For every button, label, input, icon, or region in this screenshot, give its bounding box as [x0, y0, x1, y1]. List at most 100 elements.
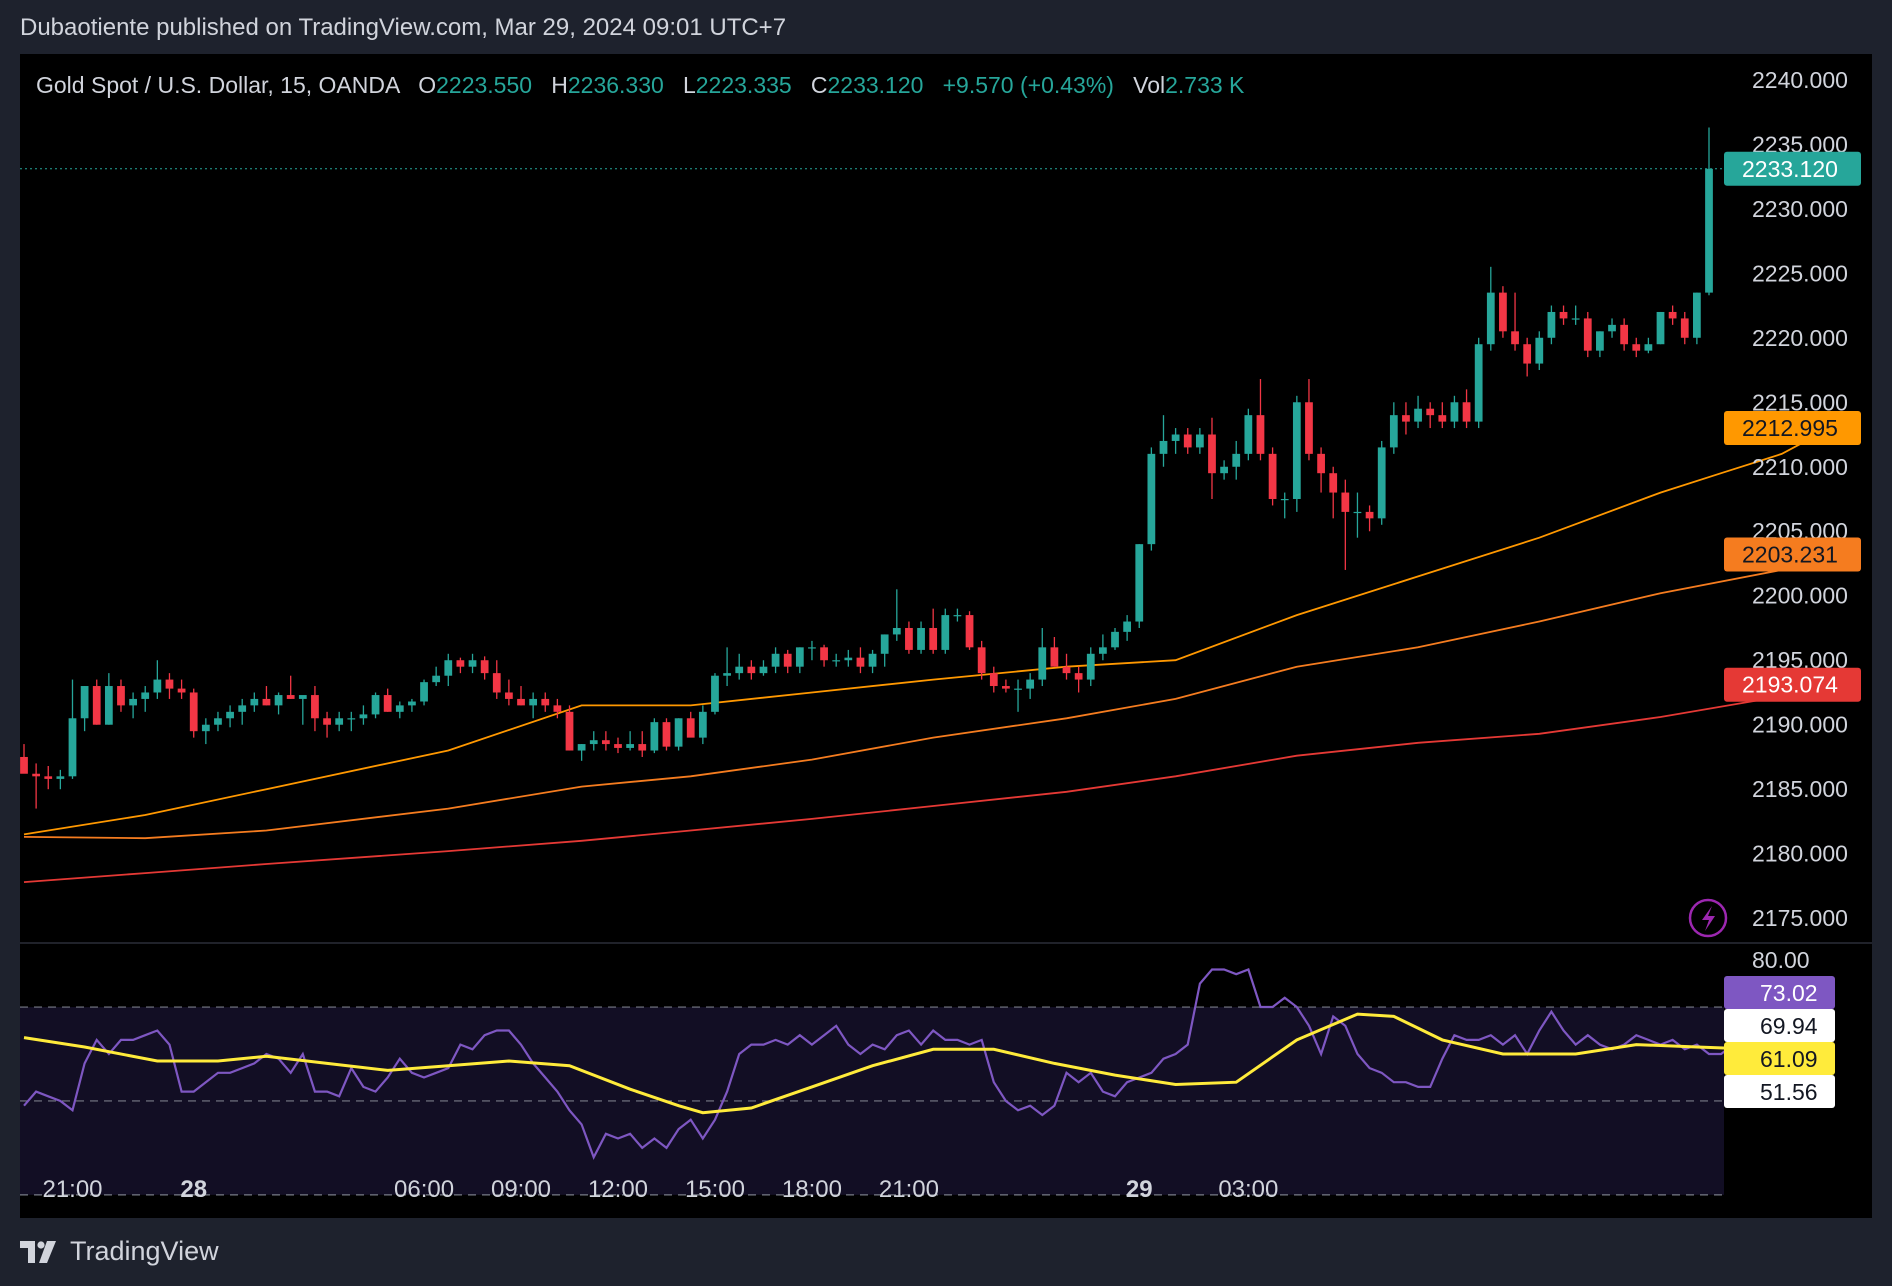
- candle-body: [505, 692, 513, 699]
- footer-brand[interactable]: TradingView: [70, 1236, 219, 1266]
- candle-body: [577, 744, 586, 751]
- candle-body: [1644, 344, 1653, 351]
- candle-body: [420, 682, 428, 702]
- rsi-badge: 61.09: [1760, 1046, 1818, 1072]
- legend-open-label: O: [418, 72, 437, 98]
- candle-body: [323, 718, 331, 725]
- candle-body: [589, 740, 598, 745]
- candle-body: [165, 679, 174, 689]
- candle-body: [214, 718, 222, 725]
- candle-body: [517, 698, 525, 706]
- candle-body: [844, 657, 853, 661]
- price-axis-tick-label: 2180.000: [1752, 841, 1848, 867]
- candle-body: [529, 698, 538, 706]
- time-axis-tick-label: 29: [1126, 1176, 1153, 1203]
- price-axis-tick-label: 2220.000: [1752, 325, 1848, 351]
- lightning-icon: [1688, 898, 1728, 938]
- candle-body: [686, 718, 695, 738]
- candle-body: [1232, 453, 1241, 467]
- candle-body: [1341, 492, 1350, 512]
- time-axis-tick-label: 28: [180, 1176, 207, 1203]
- candle-body: [1268, 453, 1277, 499]
- candle-body: [1195, 434, 1204, 448]
- price-axis-tick-label: 2185.000: [1752, 776, 1848, 802]
- candle-body: [92, 686, 101, 725]
- candle-body: [1086, 653, 1095, 680]
- candle-body: [250, 698, 259, 706]
- candle-body: [468, 660, 477, 667]
- candle-body: [977, 647, 986, 674]
- candle-body: [1329, 473, 1338, 493]
- candle-body: [674, 718, 683, 747]
- legend-symbol[interactable]: Gold Spot / U.S. Dollar, 15, OANDA: [36, 72, 400, 98]
- time-axis-tick-label: 12:00: [588, 1176, 648, 1203]
- candle-body: [650, 722, 659, 751]
- legend-change: +9.570 (+0.43%): [942, 72, 1114, 98]
- candle-body: [601, 740, 610, 745]
- time-axis-tick-label: 21:00: [42, 1176, 102, 1203]
- candle-body: [1705, 168, 1713, 293]
- candle-body: [395, 705, 404, 712]
- candle-body: [771, 653, 780, 667]
- candle-body: [905, 627, 913, 650]
- candle-body: [1620, 324, 1629, 345]
- last-price-badge-bg: [1724, 151, 1861, 186]
- candle-body: [735, 666, 744, 674]
- candle-body: [1608, 324, 1616, 332]
- candle-body: [662, 722, 671, 747]
- chart-frame[interactable]: 2240.000 2235.000 2230.000 2225.000 2220.000…: [20, 54, 1872, 1218]
- legend-volume: 2.733 K: [1165, 72, 1245, 98]
- candle-body: [892, 627, 901, 635]
- rsi-axis-tick-label: 80.00: [1752, 947, 1810, 973]
- ema-line-1: [23, 427, 1831, 836]
- ema-line-2: [23, 553, 1831, 840]
- candle-body: [56, 776, 65, 779]
- candle-body: [408, 701, 416, 706]
- ohlc-legend: Gold Spot / U.S. Dollar, 15, OANDA O2223…: [36, 72, 1244, 99]
- chart-canvas[interactable]: 2240.0002235.0002230.0002225.0002220.000…: [20, 54, 1872, 1218]
- candle-body: [298, 695, 307, 699]
- candle-body: [1426, 408, 1435, 416]
- candle-body: [541, 698, 550, 706]
- candle-body: [32, 773, 41, 777]
- rsi-badge-bg: [1724, 1009, 1835, 1042]
- candle-body: [201, 724, 210, 732]
- legend-close: 2233.120: [827, 72, 924, 98]
- candle-body: [226, 711, 234, 719]
- candle-body: [274, 695, 283, 706]
- rsi-badge: 51.56: [1760, 1079, 1818, 1105]
- candle-body: [614, 744, 622, 748]
- candle-body: [832, 660, 841, 662]
- candle-body: [129, 698, 137, 706]
- tradingview-logo-icon[interactable]: [20, 1240, 60, 1263]
- candle-body: [1256, 415, 1265, 454]
- candle-body: [711, 675, 719, 712]
- candle-body: [1038, 647, 1047, 680]
- candle-body: [1317, 453, 1325, 474]
- candle-body: [868, 653, 877, 667]
- candle-body: [1583, 318, 1592, 351]
- candle-body: [153, 679, 162, 693]
- candle-body: [1014, 688, 1022, 690]
- candle-body: [1147, 453, 1156, 545]
- rsi-badge: 69.94: [1760, 1013, 1818, 1039]
- candle-body: [1438, 415, 1447, 422]
- candle-body: [1402, 415, 1410, 422]
- rsi-badge-bg: [1724, 1075, 1835, 1108]
- time-axis-tick-label: 15:00: [685, 1176, 745, 1203]
- candle-body: [1486, 292, 1495, 345]
- candle-body: [1280, 499, 1289, 501]
- candle-body: [44, 776, 53, 779]
- candle-body: [1026, 679, 1035, 689]
- candle-body: [1377, 447, 1386, 519]
- time-axis-tick-label: 21:00: [879, 1176, 939, 1203]
- candle-body: [953, 615, 962, 617]
- candle-body: [480, 660, 489, 674]
- candle-body: [1159, 440, 1168, 454]
- candle-body: [371, 695, 380, 715]
- legend-high-label: H: [551, 72, 568, 98]
- candle-body: [238, 705, 247, 712]
- footer: TradingView: [20, 1236, 219, 1267]
- price-axis-tick-label: 2210.000: [1752, 454, 1848, 480]
- candle-body: [1220, 466, 1228, 474]
